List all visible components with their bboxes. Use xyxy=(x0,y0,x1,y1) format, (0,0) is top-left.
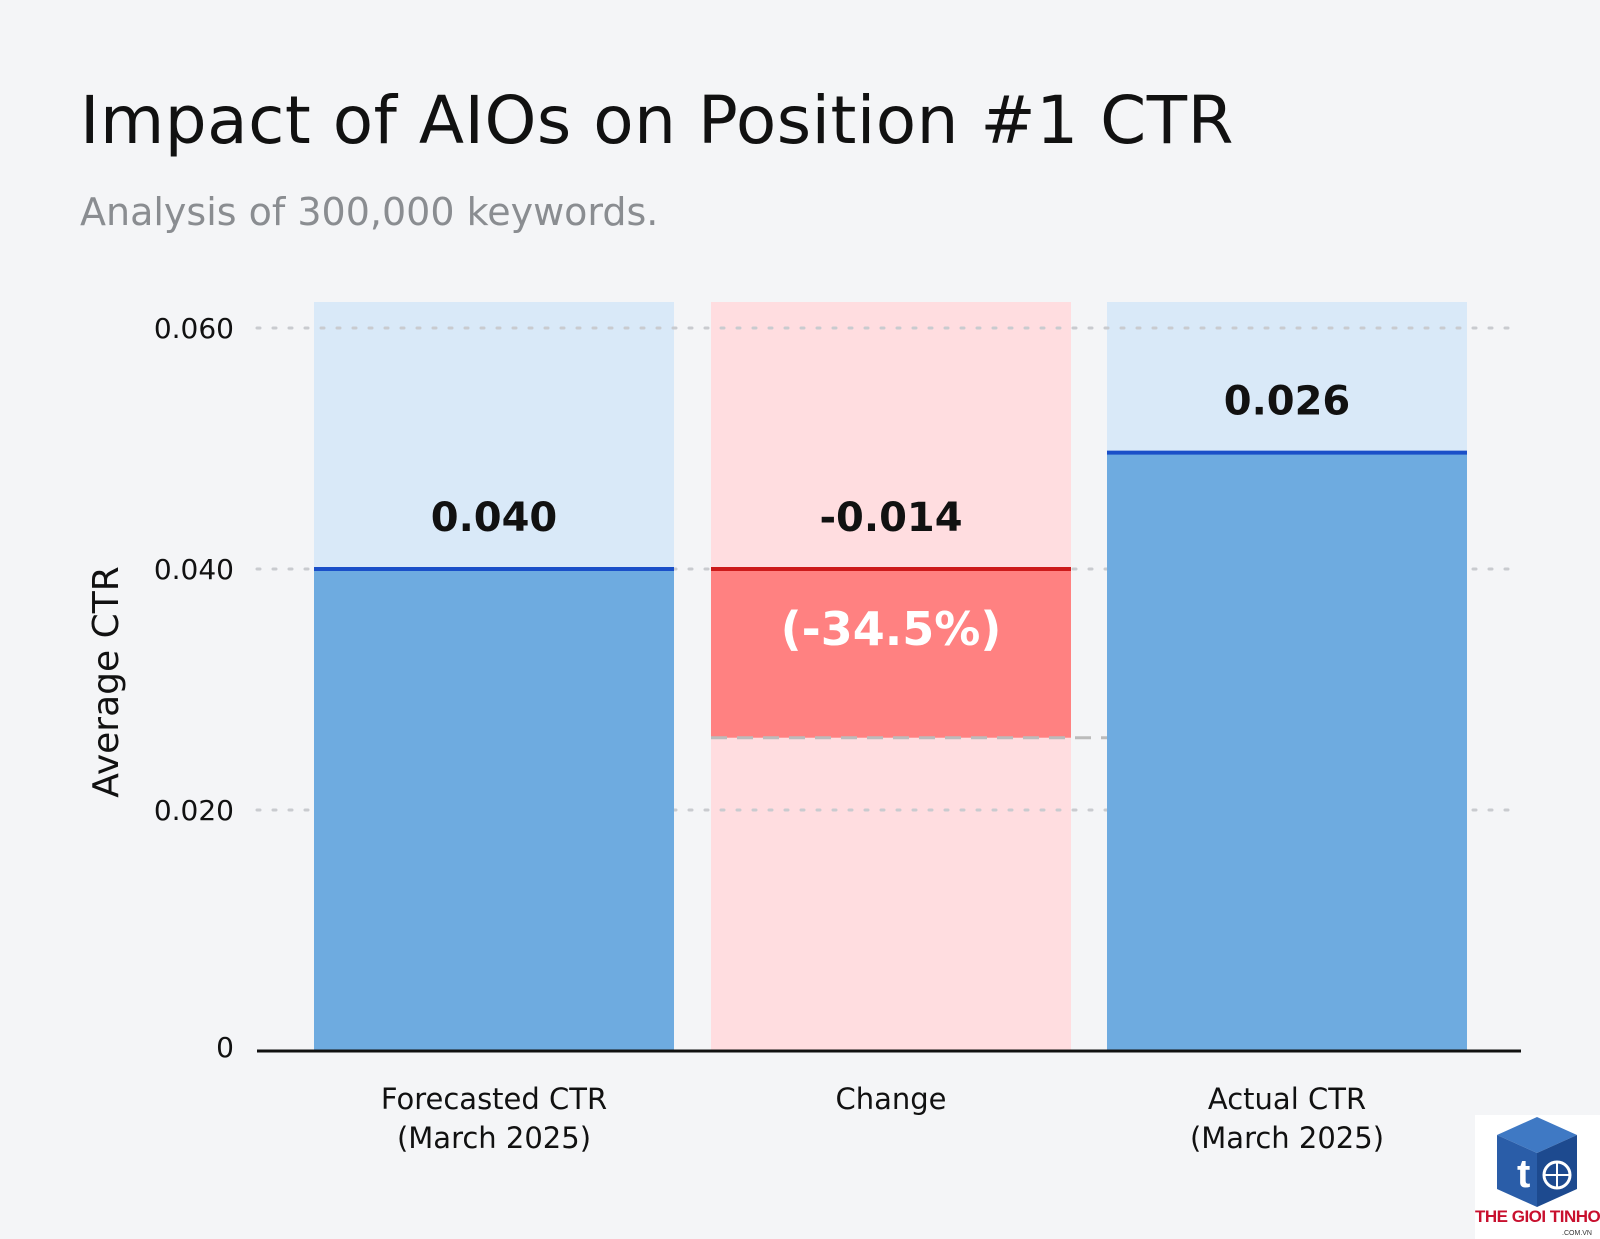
y-axis-label: Average CTR xyxy=(86,566,127,797)
bar-change xyxy=(711,569,1071,738)
x-category-sublabel: (March 2025) xyxy=(1190,1121,1384,1155)
bar-actual xyxy=(1107,452,1467,1051)
data-label-actual: 0.026 xyxy=(1224,379,1351,425)
bar-forecast xyxy=(314,569,674,1051)
cube-logo-icon: t xyxy=(1497,1117,1577,1207)
y-tick-label: 0.020 xyxy=(154,794,234,827)
logo-text: THE GIOI TINHOC xyxy=(1475,1207,1600,1226)
data-label-change: -0.014 xyxy=(819,495,962,541)
x-category-label: Change xyxy=(835,1082,946,1116)
x-category-label: Actual CTR xyxy=(1208,1082,1366,1116)
logo-subtext: .COM.VN xyxy=(1562,1230,1592,1237)
x-category-sublabel: (March 2025) xyxy=(397,1121,591,1155)
watermark-logo: t THE GIOI TINHOC .COM.VN xyxy=(1475,1115,1600,1239)
y-tick-label: 0.060 xyxy=(154,312,234,345)
x-category-label: Forecasted CTR xyxy=(381,1082,607,1116)
percent-change-label: (-34.5%) xyxy=(781,602,1002,656)
chart-title: Impact of AIOs on Position #1 CTR xyxy=(80,82,1234,159)
data-label-forecast: 0.040 xyxy=(431,495,558,541)
y-tick-label: 0 xyxy=(216,1031,234,1064)
y-tick-label: 0.040 xyxy=(154,553,234,586)
svg-text:t: t xyxy=(1517,1152,1530,1196)
chart-subtitle: Analysis of 300,000 keywords. xyxy=(80,190,659,234)
